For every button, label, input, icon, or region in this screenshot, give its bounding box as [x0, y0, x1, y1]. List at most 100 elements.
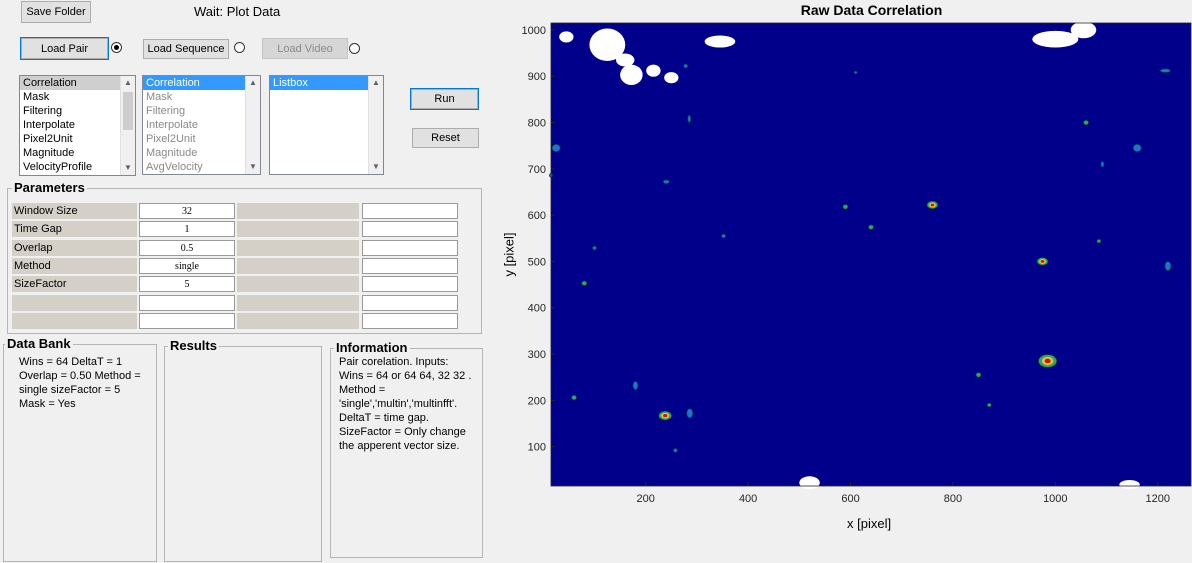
list-item[interactable]: Filtering: [23, 105, 63, 117]
param-value-field[interactable]: [139, 294, 235, 311]
param-value-field-extra[interactable]: [362, 276, 458, 293]
param-label: SizeFactor: [12, 276, 137, 293]
scroll-up-icon[interactable]: ▲: [249, 78, 257, 87]
contour-blob: [683, 63, 689, 69]
reset-button[interactable]: Reset: [412, 128, 479, 148]
contour-peak-core: [1044, 358, 1051, 364]
list-item[interactable]: Interpolate: [146, 119, 198, 131]
selected-operations-listbox[interactable]: Correlation Mask Filtering Interpolate P…: [142, 75, 261, 175]
contour-peak-core: [930, 203, 935, 207]
results-title: Results: [168, 338, 219, 353]
param-label: [12, 294, 137, 311]
scroll-up-icon[interactable]: ▲: [124, 78, 132, 87]
information-line: SizeFactor = Only change: [339, 426, 466, 438]
param-value-field-extra[interactable]: [362, 203, 458, 219]
contour-blob: [1100, 161, 1105, 168]
operations-listbox[interactable]: Correlation Mask Filtering Interpolate P…: [19, 75, 136, 176]
list-item[interactable]: Listbox: [270, 76, 383, 90]
param-value-field-extra[interactable]: [362, 312, 458, 329]
list-item[interactable]: VelocityProfile: [23, 161, 93, 173]
list-item[interactable]: Magnitude: [146, 147, 198, 159]
param-value-field-extra[interactable]: [362, 257, 458, 274]
void-region: [589, 28, 626, 61]
load-video-button[interactable]: Load Video: [262, 38, 348, 59]
third-listbox[interactable]: Listbox ▲ ▼: [269, 75, 384, 175]
param-value-field-extra[interactable]: [362, 221, 458, 238]
contour-blob: [986, 402, 992, 408]
param-label: Overlap: [12, 239, 137, 256]
contour-blob: [673, 448, 678, 453]
param-label: Method: [12, 257, 137, 274]
scroll-up-icon[interactable]: ▲: [372, 78, 380, 87]
x-tick-label: 600: [841, 493, 859, 505]
list-item[interactable]: Correlation: [20, 76, 135, 90]
contour-blob: [853, 70, 858, 75]
param-label: Time Gap: [12, 221, 137, 238]
list-item[interactable]: Mask: [146, 91, 173, 103]
scroll-down-icon[interactable]: ▼: [372, 162, 380, 171]
scrollbar[interactable]: ▲ ▼: [120, 76, 135, 175]
scrollbar[interactable]: ▲ ▼: [368, 76, 383, 174]
information-line: Pair corelation. Inputs:: [339, 356, 449, 368]
param-value-field[interactable]: [139, 312, 235, 329]
contour-blob: [551, 143, 561, 153]
param-value-field[interactable]: 32: [139, 203, 235, 219]
contour-blob: [975, 372, 982, 378]
void-region: [1032, 30, 1079, 48]
list-item[interactable]: AvgVelocity: [146, 161, 203, 173]
x-axis-label: x [pixel]: [847, 516, 892, 531]
plot-title: Raw Data Correlation: [800, 2, 943, 18]
contour-blob: [721, 233, 726, 239]
list-item[interactable]: Magnitude: [23, 147, 75, 159]
scroll-thumb[interactable]: [123, 92, 133, 130]
param-label-extra: [237, 203, 359, 219]
param-label-extra: [237, 312, 359, 329]
load-sequence-radio[interactable]: [234, 42, 245, 53]
scroll-down-icon[interactable]: ▼: [249, 162, 257, 171]
list-item[interactable]: Mask: [23, 91, 50, 103]
x-tick-label: 1000: [1043, 493, 1067, 505]
list-item[interactable]: Pixel2Unit: [146, 133, 196, 145]
information-text: Pair corelation. Inputs: Wins = 64 or 64…: [339, 355, 471, 453]
data-bank-title: Data Bank: [5, 336, 73, 351]
correlation-plot[interactable]: 200 400 600 800 1000 1200 100 200 300 400 500 600 70…: [500, 18, 1192, 538]
param-value-field[interactable]: 0.5: [139, 239, 235, 256]
information-line: DeltaT = time gap.: [339, 412, 429, 424]
contour-blob: [581, 280, 588, 286]
void-region: [559, 31, 574, 43]
load-sequence-button[interactable]: Load Sequence: [143, 39, 229, 59]
param-value-field-extra[interactable]: [362, 239, 458, 256]
contour-blob: [632, 381, 639, 391]
y-tick-label: 100: [528, 442, 546, 454]
y-tick-label: 900: [528, 71, 546, 83]
scroll-down-icon[interactable]: ▼: [124, 163, 132, 172]
save-folder-button[interactable]: Save Folder: [21, 1, 91, 23]
contour-blob: [842, 204, 849, 210]
param-value-field[interactable]: 1: [139, 221, 235, 238]
data-bank-line: Mask = Yes: [19, 398, 76, 410]
run-button[interactable]: Run: [410, 88, 479, 110]
data-bank-line: single sizeFactor = 5: [19, 384, 121, 396]
scrollbar[interactable]: ▲ ▼: [245, 76, 260, 174]
list-item[interactable]: Interpolate: [23, 119, 75, 131]
param-value-field-extra[interactable]: [362, 294, 458, 311]
y-tick-label: 800: [528, 118, 546, 130]
status-text: Wait: Plot Data: [194, 4, 281, 19]
list-item[interactable]: Correlation: [143, 76, 260, 90]
load-pair-button[interactable]: Load Pair: [20, 37, 109, 60]
param-value-field[interactable]: single: [139, 257, 235, 274]
contour-blob: [571, 394, 577, 401]
void-region: [1070, 21, 1097, 39]
y-tick-label: 400: [528, 303, 546, 315]
x-tick-label: 400: [739, 493, 757, 505]
load-pair-radio[interactable]: [111, 42, 122, 53]
void-region: [799, 476, 820, 490]
load-video-radio[interactable]: [349, 43, 360, 54]
param-label-extra: [237, 276, 359, 293]
list-item[interactable]: Filtering: [146, 105, 186, 117]
list-item[interactable]: Pixel2Unit: [23, 133, 73, 145]
contour-blob: [662, 179, 670, 185]
y-axis-label: y [pixel]: [501, 232, 517, 277]
data-bank-panel: [3, 344, 157, 562]
param-value-field[interactable]: 5: [139, 276, 235, 293]
